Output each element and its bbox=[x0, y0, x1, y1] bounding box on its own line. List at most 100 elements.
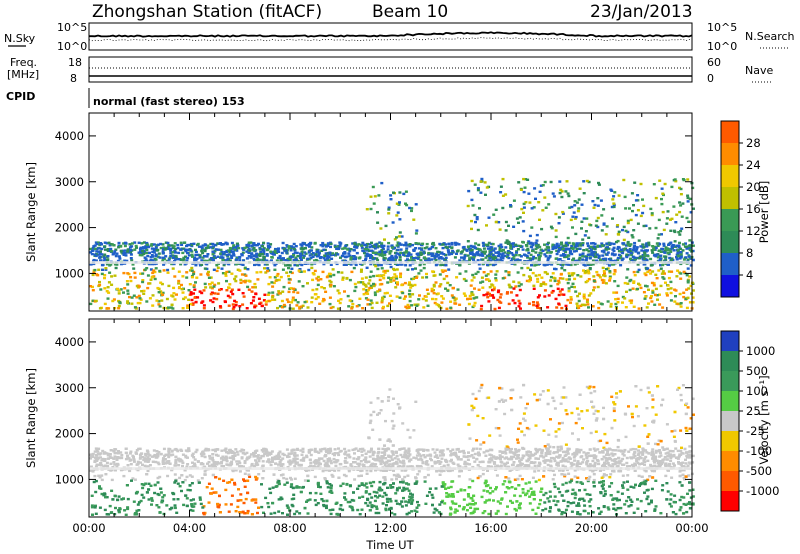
heatmap-cell bbox=[146, 469, 150, 473]
heatmap-cell bbox=[426, 473, 430, 477]
heatmap-cell bbox=[317, 451, 321, 454]
heatmap-cell bbox=[626, 219, 630, 223]
heatmap-cell bbox=[586, 242, 590, 245]
heatmap-cell bbox=[154, 267, 158, 270]
heatmap-cell bbox=[672, 229, 676, 232]
heatmap-cell bbox=[552, 399, 556, 403]
heatmap-cell bbox=[560, 246, 564, 249]
heatmap-cell bbox=[192, 242, 196, 245]
heatmap-cell bbox=[601, 254, 605, 257]
heatmap-cell bbox=[432, 243, 436, 247]
freq-unit-label: [MHz] bbox=[7, 68, 39, 81]
heatmap-cell bbox=[612, 203, 616, 207]
heatmap-cell bbox=[290, 245, 294, 248]
heatmap-cell bbox=[606, 267, 610, 270]
heatmap-cell bbox=[455, 250, 459, 253]
heatmap-cell bbox=[612, 195, 616, 198]
heatmap-cell bbox=[418, 294, 421, 297]
heatmap-cell bbox=[196, 253, 200, 257]
heatmap-cell bbox=[146, 274, 150, 277]
heatmap-cell bbox=[207, 270, 210, 274]
heatmap-cell bbox=[567, 241, 571, 245]
heatmap-cell bbox=[179, 241, 183, 244]
heatmap-cell bbox=[612, 263, 616, 266]
heatmap-cell bbox=[457, 243, 461, 246]
heatmap-cell bbox=[391, 427, 395, 430]
heatmap-cell bbox=[587, 180, 591, 184]
heatmap-cell bbox=[431, 496, 435, 499]
heatmap-cell bbox=[625, 255, 629, 259]
heatmap-cell bbox=[503, 251, 507, 254]
heatmap-cell bbox=[224, 458, 228, 462]
heatmap-cell bbox=[518, 216, 522, 219]
heatmap-cell bbox=[621, 474, 625, 477]
heatmap-cell bbox=[679, 204, 683, 207]
heatmap-cell bbox=[99, 250, 102, 253]
heatmap-cell bbox=[551, 243, 555, 246]
heatmap-cell bbox=[553, 277, 557, 280]
heatmap-cell bbox=[669, 229, 673, 232]
heatmap-cell bbox=[360, 244, 364, 247]
heatmap-cell bbox=[621, 301, 624, 304]
heatmap-cell bbox=[269, 243, 273, 246]
heatmap-cell bbox=[591, 253, 595, 257]
heatmap-cell bbox=[484, 454, 488, 457]
heatmap-cell bbox=[524, 407, 528, 410]
heatmap-cell bbox=[675, 213, 679, 216]
heatmap-cell bbox=[500, 245, 504, 249]
heatmap-cell bbox=[650, 213, 654, 217]
heatmap-cell bbox=[411, 293, 415, 296]
heatmap-cell bbox=[494, 408, 498, 411]
heatmap-cell bbox=[526, 247, 530, 251]
heatmap-cell bbox=[689, 246, 693, 249]
heatmap-cell bbox=[484, 256, 488, 259]
heatmap-cell bbox=[368, 275, 372, 279]
heatmap-cell bbox=[643, 297, 647, 300]
heatmap-cell bbox=[324, 290, 328, 293]
heatmap-cell bbox=[631, 415, 634, 419]
heatmap-cell bbox=[673, 300, 677, 303]
heatmap-cell bbox=[507, 224, 510, 227]
heatmap-cell bbox=[365, 248, 369, 251]
heatmap-cell bbox=[337, 246, 341, 249]
heatmap-cell bbox=[356, 449, 360, 452]
heatmap-cell bbox=[246, 268, 250, 271]
heatmap-cell bbox=[498, 454, 502, 457]
heatmap-cell bbox=[298, 512, 302, 515]
heatmap-cell bbox=[326, 242, 330, 245]
heatmap-cell bbox=[453, 302, 457, 305]
heatmap-cell bbox=[150, 247, 154, 250]
heatmap-cell bbox=[535, 244, 538, 247]
heatmap-cell bbox=[385, 291, 389, 295]
heatmap-cell bbox=[429, 247, 433, 250]
heatmap-cell bbox=[538, 190, 542, 193]
heatmap-cell bbox=[337, 447, 340, 450]
heatmap-cell bbox=[557, 302, 561, 305]
heatmap-cell bbox=[440, 269, 444, 272]
heatmap-cell bbox=[634, 448, 638, 451]
heatmap-cell bbox=[466, 297, 469, 301]
heatmap-cell bbox=[572, 272, 576, 275]
heatmap-cell bbox=[494, 277, 498, 280]
heatmap-cell bbox=[186, 248, 190, 251]
heatmap-cell bbox=[93, 268, 97, 272]
heatmap-cell bbox=[129, 279, 133, 283]
heatmap-cell bbox=[165, 259, 169, 263]
heatmap-cell bbox=[161, 252, 165, 255]
heatmap-cell bbox=[356, 462, 360, 465]
heatmap-cell bbox=[124, 457, 128, 461]
heatmap-cell bbox=[660, 187, 664, 190]
heatmap-cell bbox=[289, 256, 293, 259]
heatmap-cell bbox=[129, 253, 133, 256]
heatmap-cell bbox=[521, 491, 525, 494]
heatmap-cell bbox=[590, 251, 594, 254]
heatmap-cell bbox=[210, 281, 214, 284]
heatmap-cell bbox=[675, 275, 679, 278]
heatmap-cell bbox=[534, 448, 538, 452]
heatmap-cell bbox=[171, 254, 175, 257]
heatmap-cell bbox=[526, 266, 530, 270]
heatmap-cell bbox=[415, 229, 419, 232]
heatmap-cell bbox=[350, 307, 354, 310]
heatmap-cell bbox=[626, 230, 630, 234]
heatmap-cell bbox=[444, 287, 447, 290]
